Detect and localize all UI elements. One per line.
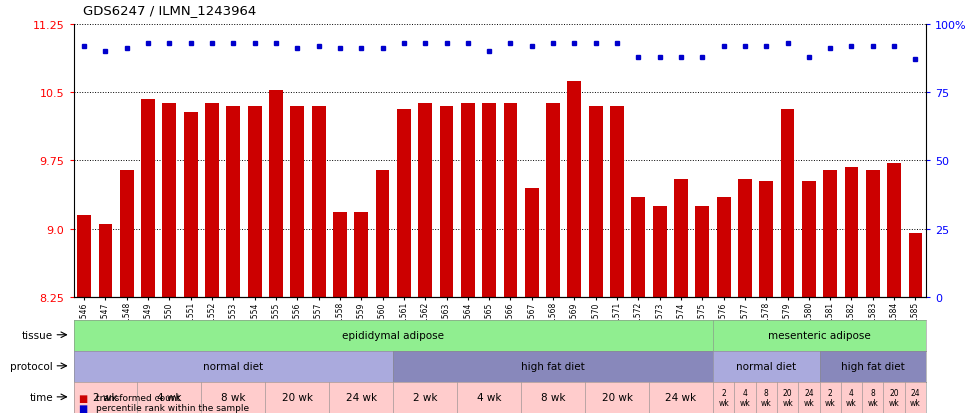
Bar xyxy=(546,104,560,297)
Bar xyxy=(99,225,113,297)
Bar xyxy=(397,109,411,297)
Bar xyxy=(461,104,474,297)
Bar xyxy=(716,197,730,297)
Text: 2 wk: 2 wk xyxy=(413,392,437,403)
Bar xyxy=(823,170,837,297)
Text: transformed count: transformed count xyxy=(96,393,180,402)
Bar xyxy=(184,113,198,297)
Text: 2
wk: 2 wk xyxy=(718,388,729,407)
Bar xyxy=(290,107,304,297)
Text: GDS6247 / ILMN_1243964: GDS6247 / ILMN_1243964 xyxy=(83,4,257,17)
Bar xyxy=(141,100,155,297)
Text: protocol: protocol xyxy=(10,361,53,371)
Bar xyxy=(589,107,603,297)
Text: epididymal adipose: epididymal adipose xyxy=(342,330,444,341)
Bar xyxy=(226,107,240,297)
Bar xyxy=(440,107,454,297)
Text: normal diet: normal diet xyxy=(736,361,797,372)
Bar xyxy=(738,179,752,297)
Bar xyxy=(163,104,176,297)
Text: 20 wk: 20 wk xyxy=(602,392,632,403)
Text: time: time xyxy=(29,392,53,402)
Text: 8 wk: 8 wk xyxy=(221,392,246,403)
Text: 4
wk: 4 wk xyxy=(846,388,857,407)
Text: 4
wk: 4 wk xyxy=(740,388,751,407)
Text: high fat diet: high fat diet xyxy=(521,361,585,372)
Bar xyxy=(525,188,539,297)
Bar xyxy=(375,170,389,297)
Text: 4 wk: 4 wk xyxy=(157,392,181,403)
Bar xyxy=(120,170,133,297)
Text: ■: ■ xyxy=(78,403,87,413)
Text: normal diet: normal diet xyxy=(203,361,264,372)
Bar xyxy=(760,182,773,297)
Text: 24 wk: 24 wk xyxy=(665,392,697,403)
Text: ■: ■ xyxy=(78,393,87,403)
Text: mesenteric adipose: mesenteric adipose xyxy=(768,330,871,341)
Bar xyxy=(355,213,368,297)
Text: 8
wk: 8 wk xyxy=(760,388,771,407)
Bar xyxy=(611,107,624,297)
Bar xyxy=(802,182,815,297)
Bar xyxy=(567,82,581,297)
Bar xyxy=(887,164,901,297)
Text: 2
wk: 2 wk xyxy=(825,388,836,407)
Bar xyxy=(248,107,262,297)
Text: high fat diet: high fat diet xyxy=(841,361,905,372)
Text: percentile rank within the sample: percentile rank within the sample xyxy=(96,403,249,412)
Bar xyxy=(270,91,283,297)
Text: 24
wk: 24 wk xyxy=(910,388,921,407)
Text: 20
wk: 20 wk xyxy=(889,388,900,407)
Bar xyxy=(482,104,496,297)
Bar xyxy=(418,104,432,297)
Bar xyxy=(333,213,347,297)
Bar xyxy=(845,167,858,297)
Bar xyxy=(631,197,645,297)
Text: 24 wk: 24 wk xyxy=(346,392,377,403)
Text: 4 wk: 4 wk xyxy=(477,392,502,403)
Bar xyxy=(908,234,922,297)
Bar xyxy=(205,104,219,297)
Bar xyxy=(674,179,688,297)
Bar xyxy=(77,216,91,297)
Text: 8 wk: 8 wk xyxy=(541,392,565,403)
Text: 8
wk: 8 wk xyxy=(867,388,878,407)
Bar xyxy=(696,206,710,297)
Bar xyxy=(866,170,880,297)
Bar xyxy=(653,206,666,297)
Text: 20 wk: 20 wk xyxy=(282,392,313,403)
Text: tissue: tissue xyxy=(22,330,53,340)
Bar xyxy=(781,109,795,297)
Bar xyxy=(312,107,325,297)
Text: 2 wk: 2 wk xyxy=(93,392,118,403)
Text: 20
wk: 20 wk xyxy=(782,388,793,407)
Bar xyxy=(504,104,517,297)
Text: 24
wk: 24 wk xyxy=(804,388,814,407)
